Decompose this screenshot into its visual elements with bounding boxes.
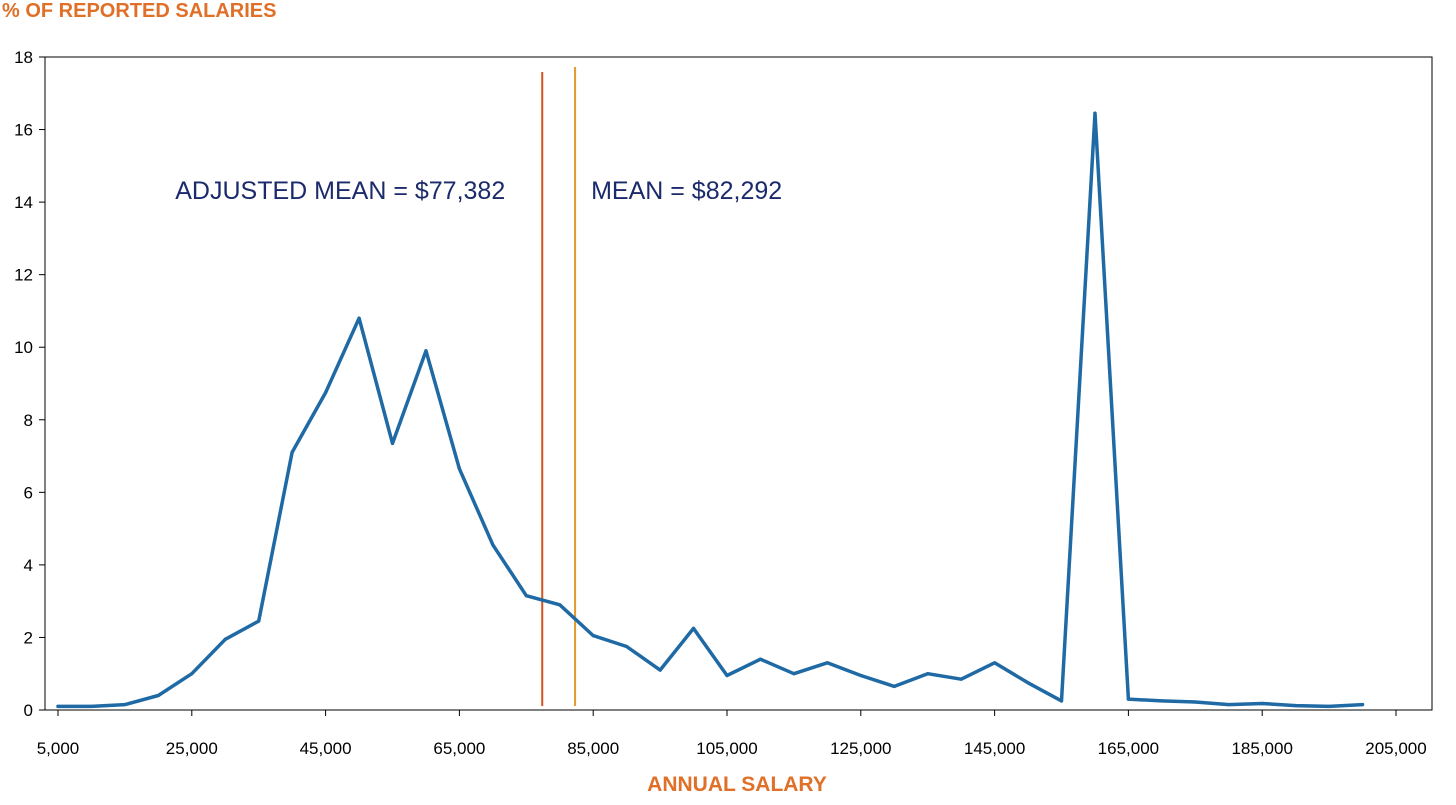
x-axis-title: ANNUAL SALARY — [647, 773, 827, 796]
data-point — [257, 619, 261, 623]
data-point — [792, 672, 796, 676]
x-tick-label: 205,000 — [1365, 739, 1426, 758]
y-tick-label: 10 — [14, 338, 33, 357]
data-point — [1093, 111, 1097, 115]
x-tick-label: 5,000 — [37, 739, 80, 758]
data-point — [89, 704, 94, 708]
x-axis: 5,000 25,000 45,000 65,000 85,000 105,000 125,… — [37, 710, 1427, 758]
mean-annotation: MEAN = $82,292 — [591, 177, 782, 205]
data-point — [424, 349, 428, 353]
data-point — [725, 673, 729, 678]
y-tick-label: 4 — [24, 556, 33, 575]
x-tick-label: 125,000 — [830, 739, 891, 758]
data-point — [658, 668, 662, 672]
data-point — [56, 704, 60, 708]
x-tick-label: 165,000 — [1098, 739, 1159, 758]
data-point — [357, 316, 361, 320]
data-point — [892, 684, 896, 689]
data-point — [1160, 699, 1164, 703]
data-point — [691, 626, 696, 630]
data-point — [190, 672, 194, 676]
data-point — [591, 634, 595, 638]
y-tick-label: 2 — [24, 628, 33, 647]
data-point — [1227, 702, 1231, 707]
y-tick-label: 0 — [24, 701, 33, 720]
data-point — [123, 702, 127, 707]
x-tick-label: 25,000 — [166, 739, 218, 758]
y-tick-label: 12 — [14, 266, 33, 285]
series-line — [56, 111, 1365, 709]
data-point — [558, 603, 562, 607]
data-point — [1360, 702, 1365, 707]
data-point — [390, 441, 395, 445]
data-point — [1126, 697, 1130, 701]
data-point — [926, 672, 930, 676]
data-point — [625, 644, 629, 649]
data-point — [1026, 681, 1030, 685]
data-point — [457, 467, 461, 471]
data-point — [290, 450, 294, 455]
y-tick-label: 18 — [14, 48, 33, 67]
data-point — [491, 543, 495, 547]
data-point — [1059, 699, 1064, 703]
data-point — [1327, 704, 1331, 708]
y-axis-title: % OF REPORTED SALARIES — [2, 0, 277, 22]
data-point — [1193, 700, 1197, 704]
y-tick-label: 8 — [24, 411, 33, 430]
x-tick-label: 105,000 — [696, 739, 757, 758]
x-tick-label: 65,000 — [433, 739, 485, 758]
x-tick-label: 145,000 — [964, 739, 1025, 758]
data-point — [223, 637, 227, 641]
x-tick-label: 85,000 — [567, 739, 619, 758]
y-tick-label: 16 — [14, 121, 33, 140]
y-axis: 0 2 4 6 8 10 12 14 16 18 — [14, 48, 45, 720]
data-point — [1260, 701, 1264, 706]
series-group — [56, 111, 1365, 709]
x-tick-label: 185,000 — [1231, 739, 1292, 758]
data-point — [524, 594, 528, 598]
y-tick-label: 6 — [24, 483, 33, 502]
data-point — [1294, 704, 1298, 708]
adjusted-mean-annotation: ADJUSTED MEAN = $77,382 — [175, 177, 505, 205]
data-point — [859, 673, 863, 678]
data-point — [324, 390, 328, 395]
reference-lines: ADJUSTED MEAN = $77,382 MEAN = $82,292 — [175, 67, 782, 706]
y-tick-label: 14 — [14, 193, 33, 212]
data-point — [959, 677, 963, 681]
data-point — [156, 693, 160, 698]
data-point — [993, 661, 997, 665]
plot-frame — [44, 56, 1433, 711]
data-point — [825, 661, 829, 665]
data-point — [758, 657, 763, 661]
x-tick-label: 45,000 — [300, 739, 352, 758]
